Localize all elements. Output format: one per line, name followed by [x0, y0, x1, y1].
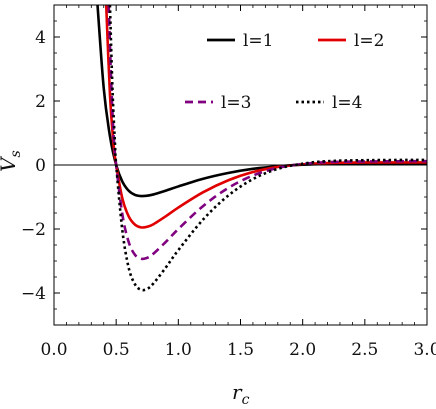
y-axis-label: Vs [0, 150, 24, 172]
legend-label-2: l=2 [354, 31, 385, 51]
x-tick-label: 0.5 [103, 340, 130, 360]
x-tick-label: 1.0 [165, 340, 192, 360]
y-tick-label: 0 [35, 156, 46, 176]
y-tick-label: −2 [21, 220, 46, 240]
x-tick-label: 1.5 [227, 340, 254, 360]
legend-label-1: l=1 [243, 31, 274, 51]
y-tick-label: 2 [35, 92, 46, 112]
y-tick-label: 4 [35, 28, 46, 48]
legend-label-4: l=4 [332, 93, 363, 113]
y-tick-label: −4 [21, 284, 46, 304]
x-tick-label: 0.0 [40, 340, 67, 360]
x-tick-label: 2.5 [351, 340, 378, 360]
legend-label-3: l=3 [221, 93, 252, 113]
x-tick-label: 3.0 [413, 340, 436, 360]
x-tick-label: 2.0 [289, 340, 316, 360]
x-axis-label: rc [232, 380, 250, 408]
